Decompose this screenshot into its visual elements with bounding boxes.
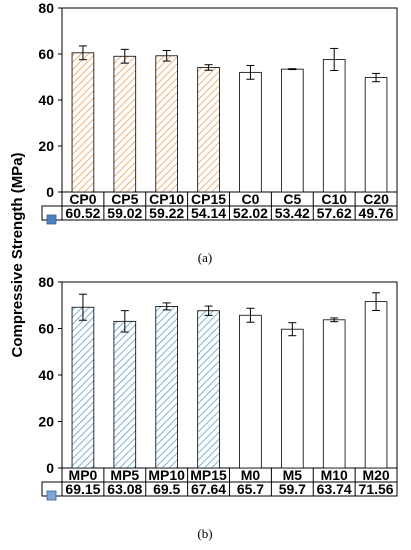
- category-label-M20: M20: [362, 467, 389, 483]
- legend-marker: [46, 490, 57, 501]
- bar-MP5: [113, 320, 137, 469]
- category-label-MP15: MP15: [190, 467, 227, 483]
- y-tick-label: 80: [38, 274, 54, 290]
- value-label-MP15: 67.64: [191, 481, 226, 497]
- value-label-M0: 65.7: [237, 481, 264, 497]
- bar-M0: [239, 314, 262, 469]
- category-label-CP0: CP0: [69, 191, 96, 207]
- y-tick-label: 0: [46, 184, 54, 200]
- y-tick-label: 0: [46, 460, 54, 476]
- category-label-C10: C10: [321, 191, 347, 207]
- legend-marker: [46, 214, 57, 225]
- bar-CP10: [155, 55, 178, 193]
- y-tick-label: 20: [38, 138, 54, 154]
- value-row-frame: [41, 481, 398, 497]
- value-label-MP5: 63.08: [107, 481, 142, 497]
- value-label-CP15: 54.14: [191, 205, 226, 221]
- category-label-CP10: CP10: [149, 191, 184, 207]
- y-tick-label: 60: [38, 46, 54, 62]
- bar-C10: [322, 59, 346, 193]
- bar-M10: [322, 319, 346, 469]
- bar-C5: [281, 68, 304, 193]
- value-label-M10: 63.74: [317, 481, 352, 497]
- bar-C0: [239, 71, 262, 193]
- value-row-frame: [41, 205, 398, 221]
- category-label-M0: M0: [241, 467, 261, 483]
- y-tick-label: 20: [38, 414, 54, 430]
- category-label-C20: C20: [363, 191, 389, 207]
- bar-M20: [364, 301, 388, 469]
- value-label-M5: 59.7: [279, 481, 306, 497]
- panel-caption: (a): [198, 250, 212, 265]
- value-label-MP0: 69.15: [65, 481, 100, 497]
- category-label-MP10: MP10: [148, 467, 185, 483]
- y-tick-label: 40: [38, 367, 54, 383]
- bar-CP0: [71, 52, 95, 193]
- category-label-M10: M10: [321, 467, 348, 483]
- bar-MP15: [197, 310, 220, 469]
- category-label-C0: C0: [241, 191, 259, 207]
- plot-frame: [61, 281, 398, 469]
- bar-MP10: [155, 306, 178, 469]
- bar-CP15: [197, 67, 220, 193]
- value-label-C10: 57.62: [317, 205, 352, 221]
- y-axis-label: Compressive Strength (MPa): [9, 152, 26, 357]
- value-label-CP0: 60.52: [65, 205, 100, 221]
- value-label-M20: 71.56: [359, 481, 394, 497]
- value-label-C0: 52.02: [233, 205, 268, 221]
- value-label-C20: 49.76: [359, 205, 394, 221]
- category-label-MP5: MP5: [110, 467, 139, 483]
- bar-C20: [364, 77, 388, 193]
- value-label-MP10: 69.5: [153, 481, 180, 497]
- category-label-CP5: CP5: [111, 191, 138, 207]
- y-tick-label: 80: [38, 0, 54, 16]
- category-label-CP15: CP15: [191, 191, 226, 207]
- bar-MP0: [71, 306, 95, 469]
- panel-caption: (b): [197, 526, 212, 541]
- y-tick-label: 60: [38, 321, 54, 337]
- plot-frame: [61, 7, 398, 193]
- category-label-C5: C5: [283, 191, 301, 207]
- value-label-CP5: 59.02: [107, 205, 142, 221]
- bar-M5: [281, 328, 304, 469]
- value-label-C5: 53.42: [275, 205, 310, 221]
- category-label-MP0: MP0: [69, 467, 98, 483]
- category-label-M5: M5: [283, 467, 303, 483]
- bar-CP5: [113, 55, 137, 193]
- y-tick-label: 40: [38, 92, 54, 108]
- value-label-CP10: 59.22: [149, 205, 184, 221]
